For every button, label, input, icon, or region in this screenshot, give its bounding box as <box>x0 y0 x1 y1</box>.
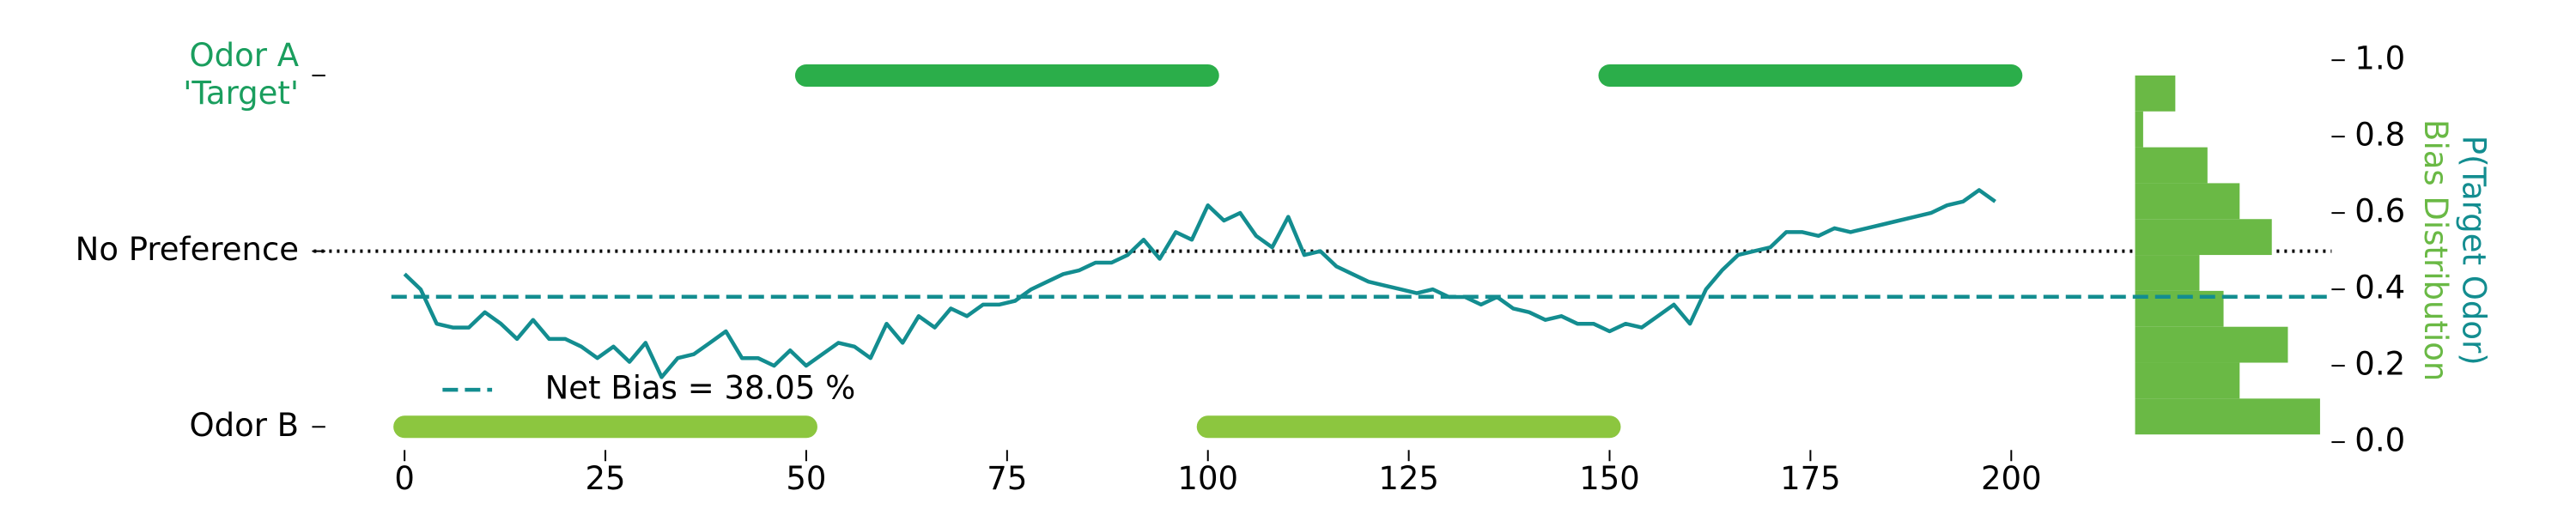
y-tick-label: 0.8 <box>2354 117 2405 154</box>
x-tick-label: 0 <box>394 460 415 497</box>
y-tick-label: 1.0 <box>2354 40 2405 77</box>
histogram-bar <box>2135 111 2143 148</box>
left-tick-label: Odor B <box>189 407 299 444</box>
histogram-bar <box>2135 75 2176 112</box>
x-tick-label: 25 <box>586 460 626 497</box>
histogram-bar <box>2135 219 2272 256</box>
histogram-bar <box>2135 147 2208 184</box>
x-tick-label: 100 <box>1177 460 1238 497</box>
x-tick-label: 150 <box>1579 460 1640 497</box>
histogram-bar <box>2135 326 2288 363</box>
x-tick-label: 75 <box>987 460 1027 497</box>
left-tick-label: No Preference <box>76 231 299 268</box>
x-tick-label: 125 <box>1378 460 1439 497</box>
histogram-label: Bias Distribution <box>2417 119 2454 381</box>
histogram-bar <box>2135 362 2240 399</box>
y-tick-label: 0.4 <box>2354 270 2405 306</box>
histogram-bar <box>2135 183 2240 220</box>
bias-line <box>403 188 1996 379</box>
x-tick-label: 175 <box>1780 460 1841 497</box>
left-tick-label-line: Odor A <box>190 36 300 73</box>
y-tick-label: 0.0 <box>2354 422 2405 459</box>
left-tick-label-line: 'Target' <box>183 74 299 111</box>
histogram-bar <box>2135 255 2200 291</box>
y-tick-label: 0.6 <box>2354 193 2405 230</box>
x-tick-label: 200 <box>1981 460 2042 497</box>
legend-label: Net Bias = 38.05 % <box>545 370 856 407</box>
left-tick-label: Odor A 'Target' <box>183 36 299 111</box>
y-tick-label: 0.2 <box>2354 346 2405 383</box>
histogram-bar <box>2135 398 2320 435</box>
y-axis-label: P(Target Odor) <box>2455 136 2492 366</box>
x-tick-label: 50 <box>786 460 826 497</box>
